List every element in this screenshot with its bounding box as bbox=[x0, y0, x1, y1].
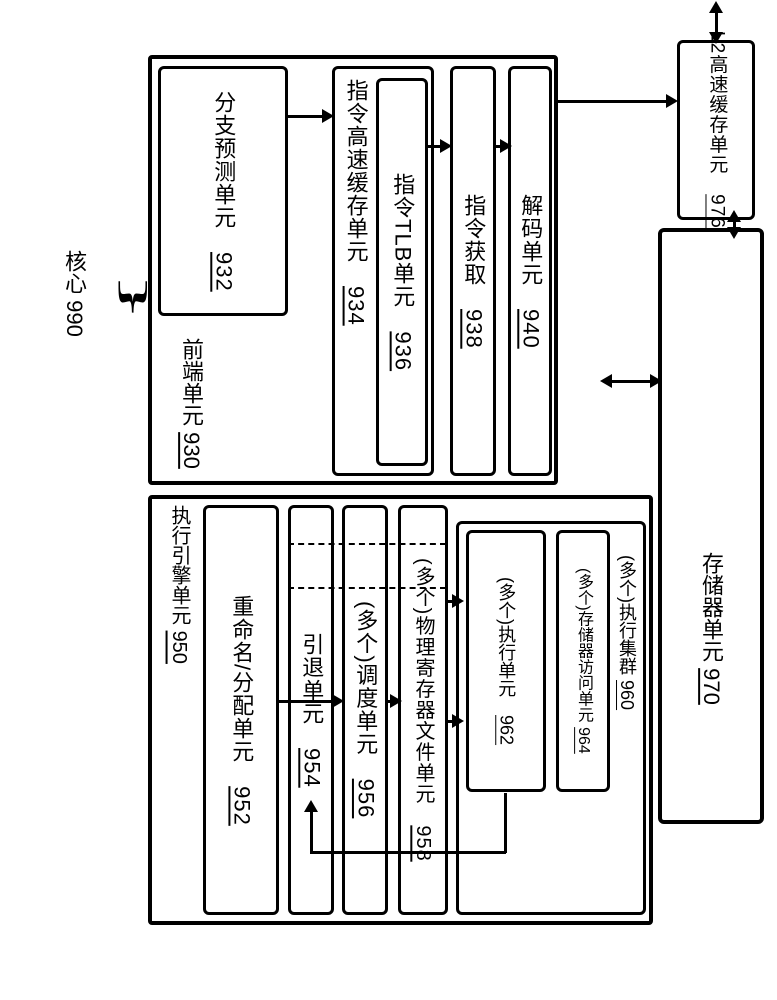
decode-unit: 解码单元 940 bbox=[508, 66, 552, 476]
arrowhead-exec-retire bbox=[304, 800, 318, 812]
arrowhead-l2-out-d bbox=[709, 32, 723, 44]
branch-predict-unit: 分支预测单元 932 bbox=[158, 66, 288, 316]
itlb-unit: 指令TLB单元 936 bbox=[376, 78, 428, 466]
dashed-link bbox=[288, 543, 446, 589]
arrowhead-dcache-l2-d bbox=[727, 227, 741, 239]
memory-unit-text: 存储器单元 970 bbox=[695, 552, 727, 705]
arrowhead-sched-preg bbox=[390, 694, 402, 708]
l2-cache: L2高速缓存单元 976 bbox=[677, 40, 755, 220]
memory-unit-box bbox=[658, 228, 764, 824]
arrowhead-preg-exec1 bbox=[452, 594, 464, 608]
arrowhead-ifetch-decode bbox=[500, 139, 512, 153]
arrow-exec-left bbox=[310, 851, 506, 854]
arrowhead-memacc-dtlb-r bbox=[650, 374, 662, 388]
arrowhead-bp-icache bbox=[322, 109, 334, 123]
rename-unit: 重命名/分配单元 952 bbox=[203, 505, 279, 915]
core-label: 核心 990 bbox=[58, 250, 90, 337]
arrowhead-rename-sched bbox=[332, 694, 344, 708]
exec-units: (多个)执行单元 962 bbox=[466, 530, 546, 792]
arrowhead-itlb-ifetch bbox=[440, 139, 452, 153]
arrowhead-l2-out-u bbox=[709, 1, 723, 13]
arrowhead-dcache-l2-u bbox=[727, 210, 741, 222]
frontend-label: 前端单元 930 bbox=[175, 338, 207, 469]
ifetch-unit: 指令获取 938 bbox=[450, 66, 496, 476]
arrowhead-preg-exec2 bbox=[452, 714, 464, 728]
exec-cluster-label: (多个)执行集群 960 bbox=[614, 555, 640, 710]
arrowhead-icache-l2 bbox=[666, 94, 678, 108]
mem-access-units: (多个)存储器访问单元 964 bbox=[556, 530, 610, 792]
arrow-icache-l2 bbox=[558, 100, 670, 103]
arrow-exec-up bbox=[310, 810, 313, 854]
arrow-exec-down bbox=[504, 793, 507, 853]
arrowhead-memacc-dtlb-l bbox=[600, 374, 612, 388]
arrow-bp-icache bbox=[288, 115, 324, 118]
exec-engine-label: 执行引擎单元 950 bbox=[165, 505, 194, 664]
arrow-rename-sched bbox=[279, 700, 335, 703]
